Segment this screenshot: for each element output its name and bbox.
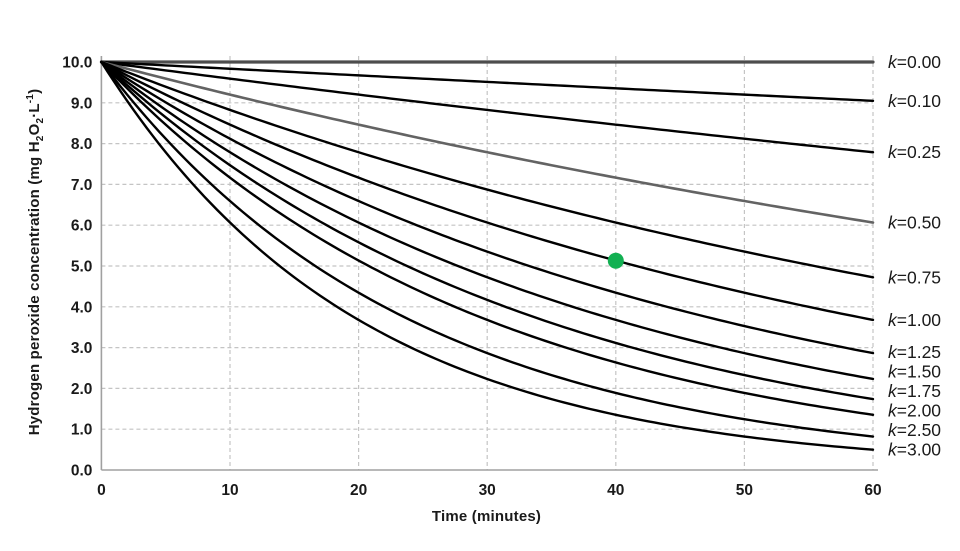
curve-k-2.00: [100, 60, 875, 416]
curve-label-k-2.50: k=2.50: [888, 420, 941, 440]
y-axis-title: Hydrogen peroxide concentration (mg H2O2…: [25, 52, 49, 472]
x-tick-label: 40: [607, 482, 624, 499]
gridlines: [101, 56, 874, 470]
curve-label-k-2.00: k=2.00: [888, 401, 941, 421]
y-axis-title-part: -1: [25, 93, 36, 104]
curve-label-k-0.50: k=0.50: [888, 213, 941, 233]
x-tick-label: 60: [864, 482, 881, 499]
curve-label-k-0.00: k=0.00: [888, 52, 941, 72]
y-axis-title-part: 2: [35, 117, 46, 124]
curve-k-0.50: [100, 60, 875, 224]
y-tick-label: 3.0: [71, 340, 93, 357]
x-tick-label: 10: [221, 482, 238, 499]
curve-k-1.25: [100, 60, 875, 355]
y-tick-label: 2.0: [71, 381, 93, 398]
y-axis-title-part: O: [26, 123, 43, 136]
curve-label-k-0.75: k=0.75: [888, 267, 941, 287]
y-axis-title-part: 2: [35, 135, 46, 142]
y-tick-label: 10.0: [62, 55, 92, 72]
curve-label-k-0.10: k=0.10: [888, 91, 941, 111]
x-tick-label: 30: [479, 482, 496, 499]
y-tick-label: 9.0: [71, 95, 93, 112]
curve-k-0.10: [100, 60, 875, 103]
y-tick-label: 7.0: [71, 177, 93, 194]
curve-label-k-0.25: k=0.25: [888, 142, 941, 162]
y-axis-title-part: ): [26, 88, 43, 94]
y-tick-label: 4.0: [71, 299, 93, 316]
curve-k-1.50: [100, 60, 875, 381]
y-axis-title-part: ·L: [26, 103, 43, 118]
curve-label-k-1.25: k=1.25: [888, 342, 941, 362]
curve-k-0.75: [100, 60, 875, 279]
x-tick-label: 50: [736, 482, 753, 499]
curve-k-0.25: [100, 60, 875, 154]
y-tick-label: 6.0: [71, 218, 93, 235]
curve-k-2.50: [100, 60, 875, 438]
x-axis-title: Time (minutes): [431, 508, 542, 525]
curve-label-k-1.75: k=1.75: [888, 381, 941, 401]
curve-k-1.75: [100, 60, 875, 401]
y-tick-label: 8.0: [71, 136, 93, 153]
curve-k-1.00: [100, 60, 875, 322]
x-tick-label: 20: [350, 482, 367, 499]
data-point-marker: [607, 252, 624, 269]
curve-label-k-1.00: k=1.00: [888, 310, 941, 330]
y-tick-label: 5.0: [71, 259, 93, 276]
curve-label-k-1.50: k=1.50: [888, 362, 941, 382]
y-tick-label: 0.0: [71, 463, 93, 480]
y-axis-title-part: Hydrogen peroxide concentration (mg H: [26, 141, 43, 436]
x-tick-label: 0: [97, 482, 106, 499]
curve-label-k-3.00: k=3.00: [888, 440, 941, 460]
y-tick-label: 1.0: [71, 422, 93, 439]
curve-k-3.00: [100, 60, 875, 451]
